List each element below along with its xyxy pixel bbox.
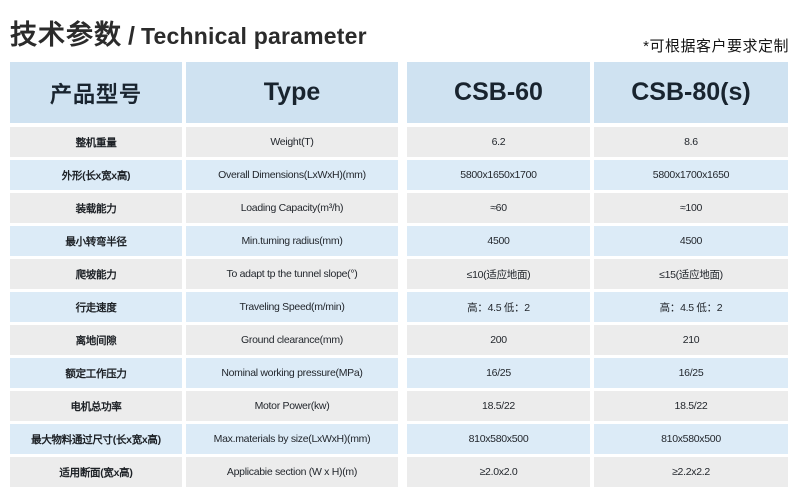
row-label-cn: 适用断面(宽x高) (10, 457, 182, 487)
table-row: 适用断面(宽x高) Applicabie section (W x H)(m) ≥2… (10, 457, 789, 487)
row-value-csb60: 810x580x500 (407, 424, 590, 454)
row-label-cn: 最大物料通过尺寸(长x宽x高) (10, 424, 182, 454)
page-title: 技术参数 / Technical parameter (10, 13, 367, 52)
row-value-csb60: 18.5/22 (407, 391, 590, 421)
row-label-en: Loading Capacity(m³/h) (186, 193, 398, 223)
column-header-type: Type (186, 62, 398, 123)
row-label-en: Ground clearance(mm) (186, 325, 398, 355)
table-row: 外形(长x宽x高) Overall Dimensions(LxWxH)(mm) 58… (10, 160, 789, 190)
row-value-csb80s: 210 (594, 325, 788, 355)
row-value-csb80s: 18.5/22 (594, 391, 788, 421)
row-value-csb60: 4500 (407, 226, 590, 256)
column-header-csb80s: CSB-80(s) (594, 62, 788, 123)
row-value-csb80s: 810x580x500 (594, 424, 788, 454)
row-label-en: Overall Dimensions(LxWxH)(mm) (186, 160, 398, 190)
row-label-cn: 电机总功率 (10, 391, 182, 421)
row-label-en: To adapt tp the tunnel slope(°) (186, 259, 398, 289)
row-label-en: Traveling Speed(m/min) (186, 292, 398, 322)
row-label-cn: 离地间隙 (10, 325, 182, 355)
page-title-zh: 技术参数 (10, 20, 122, 50)
column-header-product-model: 产品型号 (10, 62, 182, 123)
row-value-csb80s: 8.6 (594, 127, 788, 157)
title-bar: 技术参数 / Technical parameter *可根据客户要求定制 (0, 0, 800, 62)
table-row: 最大物料通过尺寸(长x宽x高) Max.materials by size(LxW… (10, 424, 789, 454)
row-value-csb80s: 5800x1700x1650 (594, 160, 788, 190)
row-label-en: Motor Power(kw) (186, 391, 398, 421)
row-value-csb80s: 16/25 (594, 358, 788, 388)
table-row: 额定工作压力 Nominal working pressure(MPa) 16/25… (10, 358, 789, 388)
table-row: 电机总功率 Motor Power(kw) 18.5/22 18.5/22 (10, 391, 789, 421)
row-value-csb60: 高：4.5 低：2 (407, 292, 590, 322)
row-label-cn: 整机重量 (10, 127, 182, 157)
row-label-en: Applicabie section (W x H)(m) (186, 457, 398, 487)
table-row: 行走速度 Traveling Speed(m/min) 高：4.5 低：2 高：4.5… (10, 292, 789, 322)
table-row: 最小转弯半径 Min.tuming radius(mm) 4500 4500 (10, 226, 789, 256)
row-label-cn: 爬坡能力 (10, 259, 182, 289)
row-value-csb60: 6.2 (407, 127, 590, 157)
row-value-csb60: 5800x1650x1700 (407, 160, 590, 190)
page-title-separator: / (128, 22, 135, 50)
row-value-csb60: 200 (407, 325, 590, 355)
table-row: 整机重量 Weight(T) 6.2 8.6 (10, 127, 789, 157)
row-value-csb80s: ≈100 (594, 193, 788, 223)
row-label-en: Weight(T) (186, 127, 398, 157)
table-header-row: 产品型号 Type CSB-60 CSB-80(s) (10, 62, 789, 123)
row-value-csb60: ≤10(适应地面) (407, 259, 590, 289)
row-value-csb80s: ≥2.2x2.2 (594, 457, 788, 487)
row-value-csb60: 16/25 (407, 358, 590, 388)
row-value-csb80s: ≤15(适应地面) (594, 259, 788, 289)
customization-note: *可根据客户要求定制 (643, 38, 789, 55)
row-label-cn: 额定工作压力 (10, 358, 182, 388)
row-value-csb60: ≈60 (407, 193, 590, 223)
table-body: 整机重量 Weight(T) 6.2 8.6 外形(长x宽x高) Overall Dime… (10, 127, 789, 487)
spec-table: 产品型号 Type CSB-60 CSB-80(s) 整机重量 Weight(T)… (10, 62, 789, 487)
row-label-en: Max.materials by size(LxWxH)(mm) (186, 424, 398, 454)
row-value-csb80s: 高：4.5 低：2 (594, 292, 788, 322)
row-label-cn: 装载能力 (10, 193, 182, 223)
column-header-csb60: CSB-60 (407, 62, 590, 123)
table-row: 装载能力 Loading Capacity(m³/h) ≈60 ≈100 (10, 193, 789, 223)
row-label-cn: 外形(长x宽x高) (10, 160, 182, 190)
page-title-en: Technical parameter (140, 23, 367, 49)
row-label-cn: 行走速度 (10, 292, 182, 322)
table-row: 爬坡能力 To adapt tp the tunnel slope(°) ≤10(适… (10, 259, 789, 289)
row-value-csb60: ≥2.0x2.0 (407, 457, 590, 487)
row-label-en: Min.tuming radius(mm) (186, 226, 398, 256)
table-row: 离地间隙 Ground clearance(mm) 200 210 (10, 325, 789, 355)
row-label-en: Nominal working pressure(MPa) (186, 358, 398, 388)
row-label-cn: 最小转弯半径 (10, 226, 182, 256)
row-value-csb80s: 4500 (594, 226, 788, 256)
